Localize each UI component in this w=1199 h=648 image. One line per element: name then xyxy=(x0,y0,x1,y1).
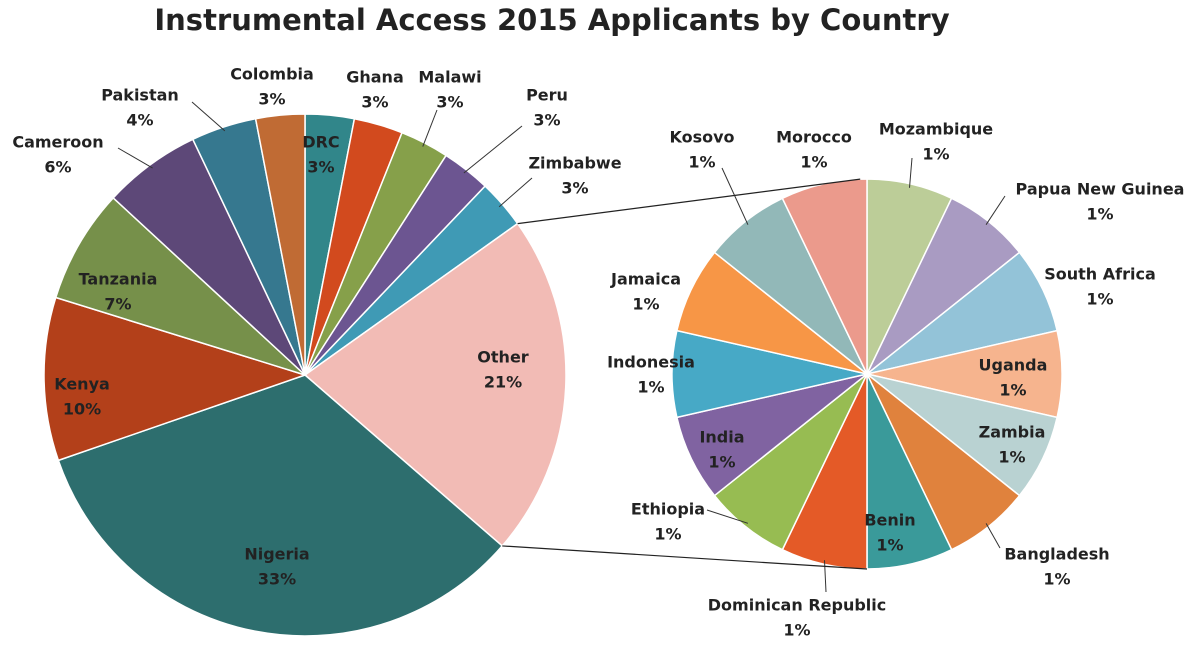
slice-label: Peru xyxy=(526,86,568,105)
leader-line xyxy=(422,109,438,147)
value-label: 1% xyxy=(688,153,715,172)
value-label: 1% xyxy=(632,295,659,314)
slice-label: Dominican Republic xyxy=(708,596,886,615)
value-label: 1% xyxy=(1086,290,1113,309)
leader-line xyxy=(909,157,913,188)
value-label: 1% xyxy=(800,153,827,172)
slice-label: Tanzania xyxy=(79,270,158,289)
chart-title: Instrumental Access 2015 Applicants by C… xyxy=(154,3,949,37)
value-label: 1% xyxy=(708,453,735,472)
value-label: 1% xyxy=(783,621,810,640)
value-label: 1% xyxy=(922,145,949,164)
slice-label: Pakistan xyxy=(101,86,179,105)
slice-label: Cameroon xyxy=(12,133,103,152)
slice-label: Indonesia xyxy=(607,353,695,372)
slice-label: Zimbabwe xyxy=(528,154,621,173)
slice-label: Nigeria xyxy=(244,545,309,564)
pie-slice xyxy=(54,196,306,376)
slice-label: DRC xyxy=(302,133,339,152)
leader-line xyxy=(721,167,749,225)
connector-line xyxy=(517,178,861,225)
value-label: 10% xyxy=(63,400,101,419)
slice-label: Kenya xyxy=(54,375,110,394)
value-label: 4% xyxy=(126,111,153,130)
value-label: 3% xyxy=(533,111,560,130)
value-label: 6% xyxy=(44,158,71,177)
slice-label: Bangladesh xyxy=(1004,545,1109,564)
slice-label: Benin xyxy=(864,511,915,530)
slice-label: Ghana xyxy=(346,68,404,87)
slice-label: Papua New Guinea xyxy=(1016,180,1185,199)
slice-label: South Africa xyxy=(1044,265,1156,284)
leader-line xyxy=(191,101,226,132)
slice-label: Other xyxy=(477,348,528,367)
value-label: 1% xyxy=(654,525,681,544)
leader-line xyxy=(823,560,827,593)
value-label: 1% xyxy=(876,536,903,555)
slice-label: Jamaica xyxy=(610,270,681,289)
slice-label: Zambia xyxy=(979,423,1046,442)
value-label: 1% xyxy=(999,381,1026,400)
leader-line xyxy=(985,195,1006,225)
slice-label: Mozambique xyxy=(879,120,993,139)
connector-line xyxy=(502,545,868,570)
value-label: 33% xyxy=(258,570,296,589)
value-label: 3% xyxy=(258,90,285,109)
slice-label: Morocco xyxy=(776,128,852,147)
leader-line xyxy=(117,147,153,169)
pie-slice xyxy=(43,296,308,462)
value-label: 3% xyxy=(561,179,588,198)
pie-slice xyxy=(57,374,504,637)
value-label: 1% xyxy=(1086,205,1113,224)
value-label: 1% xyxy=(998,448,1025,467)
value-label: 3% xyxy=(361,93,388,112)
pie-slice xyxy=(254,113,306,376)
slice-label: Kosovo xyxy=(669,128,734,147)
slice-label: Colombia xyxy=(230,65,314,84)
value-label: 1% xyxy=(637,378,664,397)
value-label: 7% xyxy=(104,295,131,314)
value-label: 3% xyxy=(436,93,463,112)
value-label: 1% xyxy=(1043,570,1070,589)
pie-slice xyxy=(303,222,567,547)
slice-label: India xyxy=(699,428,744,447)
slice-label: Uganda xyxy=(979,356,1048,375)
slice-label: Malawi xyxy=(418,68,481,87)
leader-line xyxy=(498,177,533,208)
value-label: 21% xyxy=(484,373,522,392)
leader-line xyxy=(463,125,523,174)
value-label: 3% xyxy=(307,158,334,177)
slice-label: Ethiopia xyxy=(631,500,705,519)
leader-line xyxy=(706,509,749,524)
leader-line xyxy=(985,523,1001,549)
